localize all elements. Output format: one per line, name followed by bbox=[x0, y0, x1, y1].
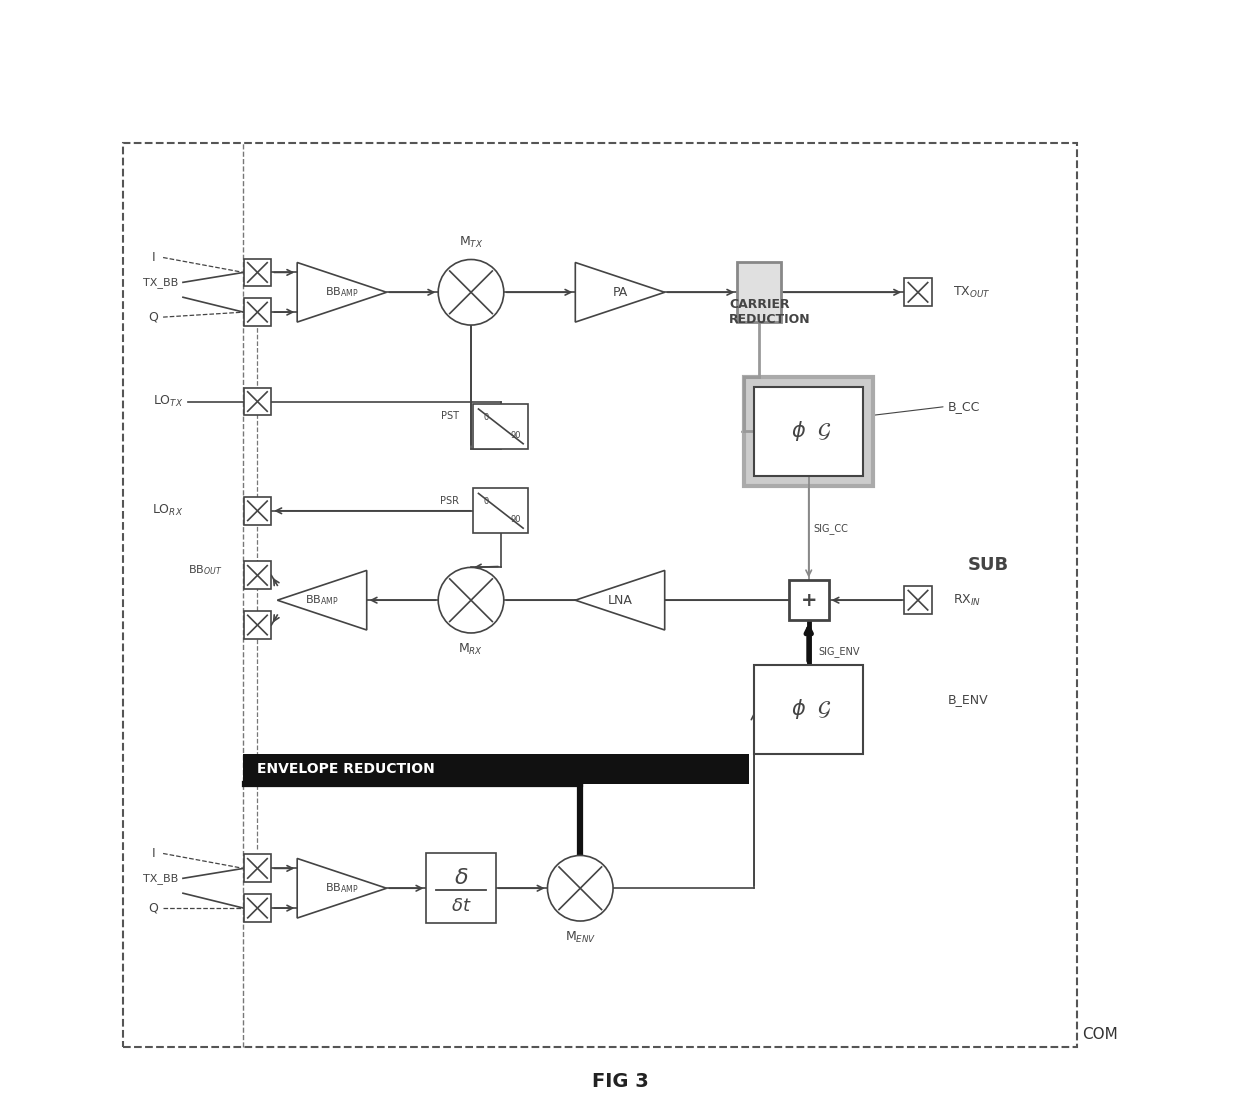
Text: PA: PA bbox=[613, 286, 627, 299]
Text: BB$_{\rm AMP}$: BB$_{\rm AMP}$ bbox=[305, 593, 339, 607]
Text: BB$_{OUT}$: BB$_{OUT}$ bbox=[188, 563, 223, 578]
Text: TX_BB: TX_BB bbox=[143, 873, 179, 883]
Text: LO$_{TX}$: LO$_{TX}$ bbox=[153, 394, 184, 409]
Text: Q: Q bbox=[149, 311, 157, 323]
Bar bbox=[243, 298, 272, 326]
Text: $\mathcal{G}$: $\mathcal{G}$ bbox=[817, 699, 831, 720]
Polygon shape bbox=[575, 262, 665, 322]
Bar bbox=[243, 259, 272, 287]
Bar bbox=[904, 587, 932, 614]
Text: LNA: LNA bbox=[608, 593, 632, 607]
Text: M$_{ENV}$: M$_{ENV}$ bbox=[564, 930, 596, 945]
Bar bbox=[754, 387, 863, 476]
Text: TX_BB: TX_BB bbox=[143, 277, 179, 288]
Bar bbox=[243, 754, 749, 784]
Text: M$_{TX}$: M$_{TX}$ bbox=[459, 236, 484, 250]
Text: PST: PST bbox=[440, 411, 459, 421]
Bar bbox=[904, 279, 932, 307]
Text: FIG 3: FIG 3 bbox=[591, 1072, 649, 1091]
Text: CARRIER
REDUCTION: CARRIER REDUCTION bbox=[729, 298, 811, 327]
Text: 90: 90 bbox=[511, 516, 521, 524]
Polygon shape bbox=[278, 570, 367, 630]
Circle shape bbox=[438, 568, 503, 633]
Text: BB$_{\rm AMP}$: BB$_{\rm AMP}$ bbox=[325, 881, 358, 895]
Text: RX$_{IN}$: RX$_{IN}$ bbox=[952, 592, 981, 608]
Text: 0: 0 bbox=[484, 498, 489, 507]
Text: COM: COM bbox=[1081, 1028, 1117, 1042]
Text: 0: 0 bbox=[484, 413, 489, 422]
Text: SIG_ENV: SIG_ENV bbox=[818, 645, 861, 657]
Polygon shape bbox=[298, 262, 387, 322]
Text: TX$_{OUT}$: TX$_{OUT}$ bbox=[952, 284, 991, 300]
Text: $\phi$: $\phi$ bbox=[791, 419, 806, 443]
Text: LO$_{RX}$: LO$_{RX}$ bbox=[151, 503, 184, 519]
Text: M$_{RX}$: M$_{RX}$ bbox=[459, 642, 484, 658]
Circle shape bbox=[548, 855, 613, 921]
Bar bbox=[243, 388, 272, 416]
Text: 90: 90 bbox=[511, 431, 521, 440]
Text: B_ENV: B_ENV bbox=[947, 693, 988, 705]
Bar bbox=[243, 854, 272, 882]
Text: Q: Q bbox=[149, 902, 157, 914]
Bar bbox=[123, 143, 1076, 1048]
Text: I: I bbox=[151, 251, 155, 264]
Bar bbox=[243, 611, 272, 639]
Text: ENVELOPE REDUCTION: ENVELOPE REDUCTION bbox=[258, 762, 435, 777]
Text: B_CC: B_CC bbox=[947, 400, 980, 413]
Text: +: + bbox=[801, 591, 817, 610]
Polygon shape bbox=[575, 570, 665, 630]
Text: $\delta$: $\delta$ bbox=[454, 869, 469, 889]
Bar bbox=[474, 489, 528, 533]
Bar bbox=[243, 894, 272, 922]
Bar bbox=[243, 497, 272, 524]
Bar bbox=[744, 377, 873, 486]
Text: $\mathcal{G}$: $\mathcal{G}$ bbox=[817, 421, 831, 441]
Bar bbox=[427, 853, 496, 923]
Text: SUB: SUB bbox=[967, 557, 1009, 574]
Text: $\phi$: $\phi$ bbox=[791, 698, 806, 721]
Bar bbox=[754, 664, 863, 754]
Bar bbox=[738, 262, 781, 322]
Text: SIG_CC: SIG_CC bbox=[813, 523, 848, 533]
Polygon shape bbox=[298, 859, 387, 918]
Text: I: I bbox=[151, 847, 155, 860]
Text: BB$_{\rm AMP}$: BB$_{\rm AMP}$ bbox=[325, 286, 358, 299]
Text: PSR: PSR bbox=[440, 496, 459, 506]
Text: $\delta t$: $\delta t$ bbox=[451, 897, 471, 915]
Bar bbox=[243, 561, 272, 589]
Bar bbox=[789, 580, 828, 620]
Bar bbox=[474, 404, 528, 449]
Circle shape bbox=[438, 260, 503, 326]
